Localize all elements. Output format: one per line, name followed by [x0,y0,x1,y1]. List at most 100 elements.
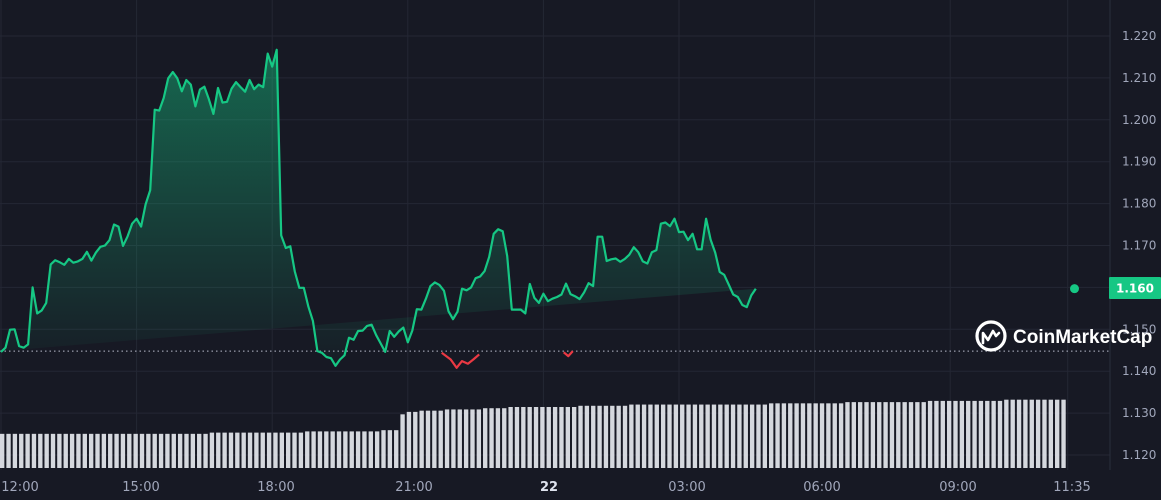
volume-bar [76,433,81,468]
volume-bar [737,404,742,468]
x-tick-label: 22 [540,480,558,495]
volume-bar [870,402,876,468]
volume-bar [209,432,215,468]
volume-bar [991,400,996,468]
volume-bar [203,433,208,468]
volume-bar [514,407,520,468]
volume-bar [966,400,971,468]
volume-bar [769,403,774,468]
volume-bar [336,431,342,468]
volume-bar [394,430,399,468]
volume-bar [127,433,132,468]
volume-bar [883,402,888,468]
volume-bar [902,402,907,468]
volume-bar [235,432,240,468]
volume-bar [489,408,494,468]
volume-bar [470,409,475,468]
volume-bar [108,433,113,468]
volume-bar [381,430,386,468]
volume-bar [1035,399,1041,468]
volume-bar [546,407,551,468]
volume-bar [50,433,56,468]
volume-bar [508,407,513,468]
volume-bar [864,402,869,468]
x-tick-label: 15:00 [122,480,159,495]
volume-bar [940,400,945,468]
volume-bar [273,432,278,468]
volume-bar [260,432,265,468]
volume-bar [400,414,405,468]
volume-bar [851,402,856,468]
volume-bar [139,433,145,468]
x-tick-label: 11:35 [1053,480,1090,495]
volume-bar [641,404,647,468]
volume-bar [349,431,354,468]
volume-bar [305,431,310,468]
current-price-tag: 1.160 [1109,277,1161,299]
volume-bar [387,430,393,468]
volume-bar [165,433,170,468]
volume-bar [483,408,488,468]
y-axis-ticks: 1.2201.2101.2001.1901.1801.1701.1601.150… [1122,29,1156,462]
volume-bar [254,432,259,468]
x-tick-label: 09:00 [939,480,976,495]
volume-bar [184,433,189,468]
volume-bar [934,400,939,468]
volume-bar [908,402,914,468]
price-line-up [0,48,757,367]
y-tick-label: 1.120 [1122,448,1156,462]
volume-bar [146,433,151,468]
coinmarketcap-logo-icon [975,320,1007,352]
volume-bar [603,405,609,468]
volume-bar [6,433,11,468]
volume-bar [527,407,532,468]
volume-bar [959,400,965,468]
x-tick-label: 18:00 [257,480,294,495]
x-tick-label: 12:00 [1,480,38,495]
volume-bar [686,404,691,468]
x-axis-ticks: 12:00 15:00 18:00 21:00 22 03:00 06:00 09:00 11:… [1,480,1090,495]
y-tick-label: 1.170 [1122,239,1156,253]
coinmarketcap-watermark: CoinMarketCap [975,320,1152,352]
y-tick-label: 1.210 [1122,71,1156,85]
volume-bar [425,410,431,468]
volume-bar [82,433,87,468]
volume-bar [845,402,850,468]
volume-bar [629,404,634,468]
volume-bar [762,404,768,468]
volume-bar [0,433,5,468]
x-tick-label: 21:00 [395,480,432,495]
volume-bar [838,403,844,468]
volume-bar [654,404,659,468]
volume-bar [152,433,157,468]
volume-bar [800,403,806,468]
volume-bar [114,433,119,468]
y-tick-label: 1.150 [1122,322,1156,336]
volume-bar [374,431,380,468]
volume-bar [521,407,526,468]
volume-bar [228,432,234,468]
volume-bar [457,409,462,468]
volume-bar [38,433,43,468]
volume-bar [667,404,672,468]
volume-bar [324,431,329,468]
volume-bar [788,403,793,468]
volume-bar [63,433,68,468]
volume-bar [533,407,539,468]
volume-bar [298,432,304,468]
volume-bar [1010,399,1015,468]
volume-bar [559,407,564,468]
volume-bar [915,402,920,468]
volume-bar [896,402,901,468]
volume-bar [177,433,183,468]
volume-bar [158,433,164,468]
volume-bar [711,404,717,468]
price-line-down [562,350,574,358]
volume-bar [463,409,469,468]
watermark-text: CoinMarketCap [1013,327,1152,348]
volume-bar [705,404,710,468]
volume-bar [1029,399,1034,468]
volume-bar [724,404,729,468]
volume-bar [362,431,367,468]
y-tick-label: 1.130 [1122,406,1156,420]
